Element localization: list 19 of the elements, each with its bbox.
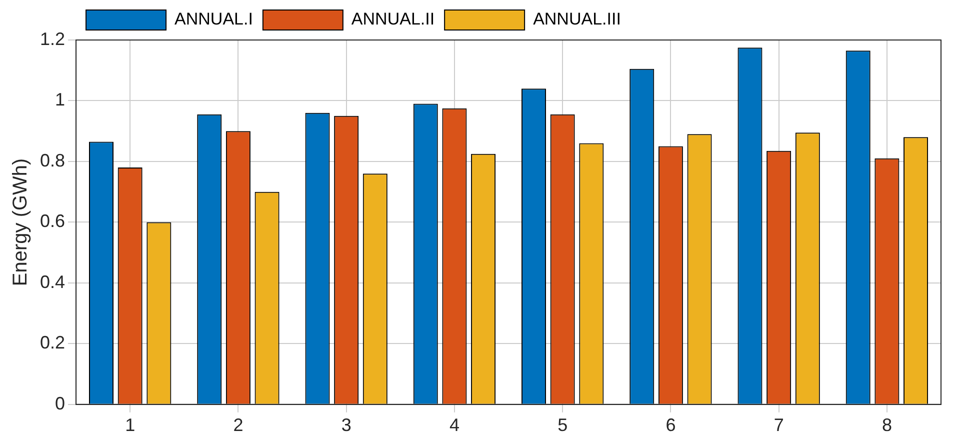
y-tick-label: 0.6 xyxy=(40,211,66,232)
x-tick-label: 5 xyxy=(558,415,568,436)
x-tick-label: 3 xyxy=(341,415,352,436)
y-axis-title: Energy (GWh) xyxy=(10,158,32,286)
y-tick-label: 0.4 xyxy=(40,272,66,292)
x-tick-label: 7 xyxy=(774,415,784,436)
y-tick-label: 0.2 xyxy=(40,332,66,353)
y-tick-label: 0 xyxy=(55,393,66,414)
legend-label: ANNUAL.III xyxy=(533,10,621,29)
legend-label: ANNUAL.II xyxy=(351,10,435,29)
x-tick-label: 1 xyxy=(125,415,136,436)
y-tick-label: 1 xyxy=(55,90,66,110)
x-tick-label: 6 xyxy=(666,415,676,436)
y-tick-label: 1.2 xyxy=(40,28,66,49)
x-tick-label: 4 xyxy=(449,415,460,436)
x-tick-label: 8 xyxy=(882,415,892,436)
x-tick-label: 2 xyxy=(233,415,244,436)
y-tick-label: 0.8 xyxy=(40,150,66,170)
legend-label: ANNUAL.I xyxy=(174,10,253,29)
